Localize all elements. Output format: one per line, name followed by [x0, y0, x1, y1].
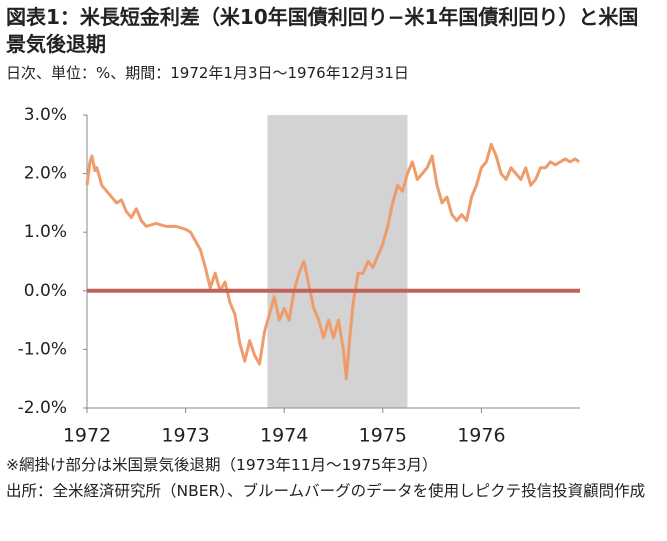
footnote: ※網掛け部分は米国景気後退期（1973年11月～1975年3月） — [6, 456, 438, 474]
chart-subtitle: 日次、単位：%、期間：1972年1月3日～1976年12月31日 — [6, 64, 409, 82]
y-tick-label: 2.0% — [24, 164, 67, 184]
recession-shade — [267, 115, 408, 408]
x-tick-label: 1976 — [457, 425, 505, 447]
source: 出所：全米経済研究所（NBER）、ブルームバーグのデータを使用しピクテ投信投資顧… — [6, 482, 646, 500]
y-tick-label: 1.0% — [24, 222, 67, 242]
chart: -2.0% -1.0% 0.0% 1.0% 2.0% 3.0% 1972 1973 1974 19… — [18, 105, 580, 447]
y-tick-label: -2.0% — [18, 398, 67, 418]
x-tick-label: 1974 — [260, 425, 308, 447]
series-line — [85, 142, 580, 381]
y-tick-label: -1.0% — [18, 339, 67, 359]
y-tick-label: 3.0% — [24, 105, 67, 125]
y-tick-label: 0.0% — [24, 281, 67, 301]
x-tick-label: 1973 — [161, 425, 209, 447]
chart-title: 図表1：米長短金利差（米10年国債利回り−米1年国債利回り）と米国景気後退期 — [6, 5, 639, 56]
x-tick-label: 1972 — [63, 425, 111, 447]
x-tick-label: 1975 — [359, 425, 407, 447]
